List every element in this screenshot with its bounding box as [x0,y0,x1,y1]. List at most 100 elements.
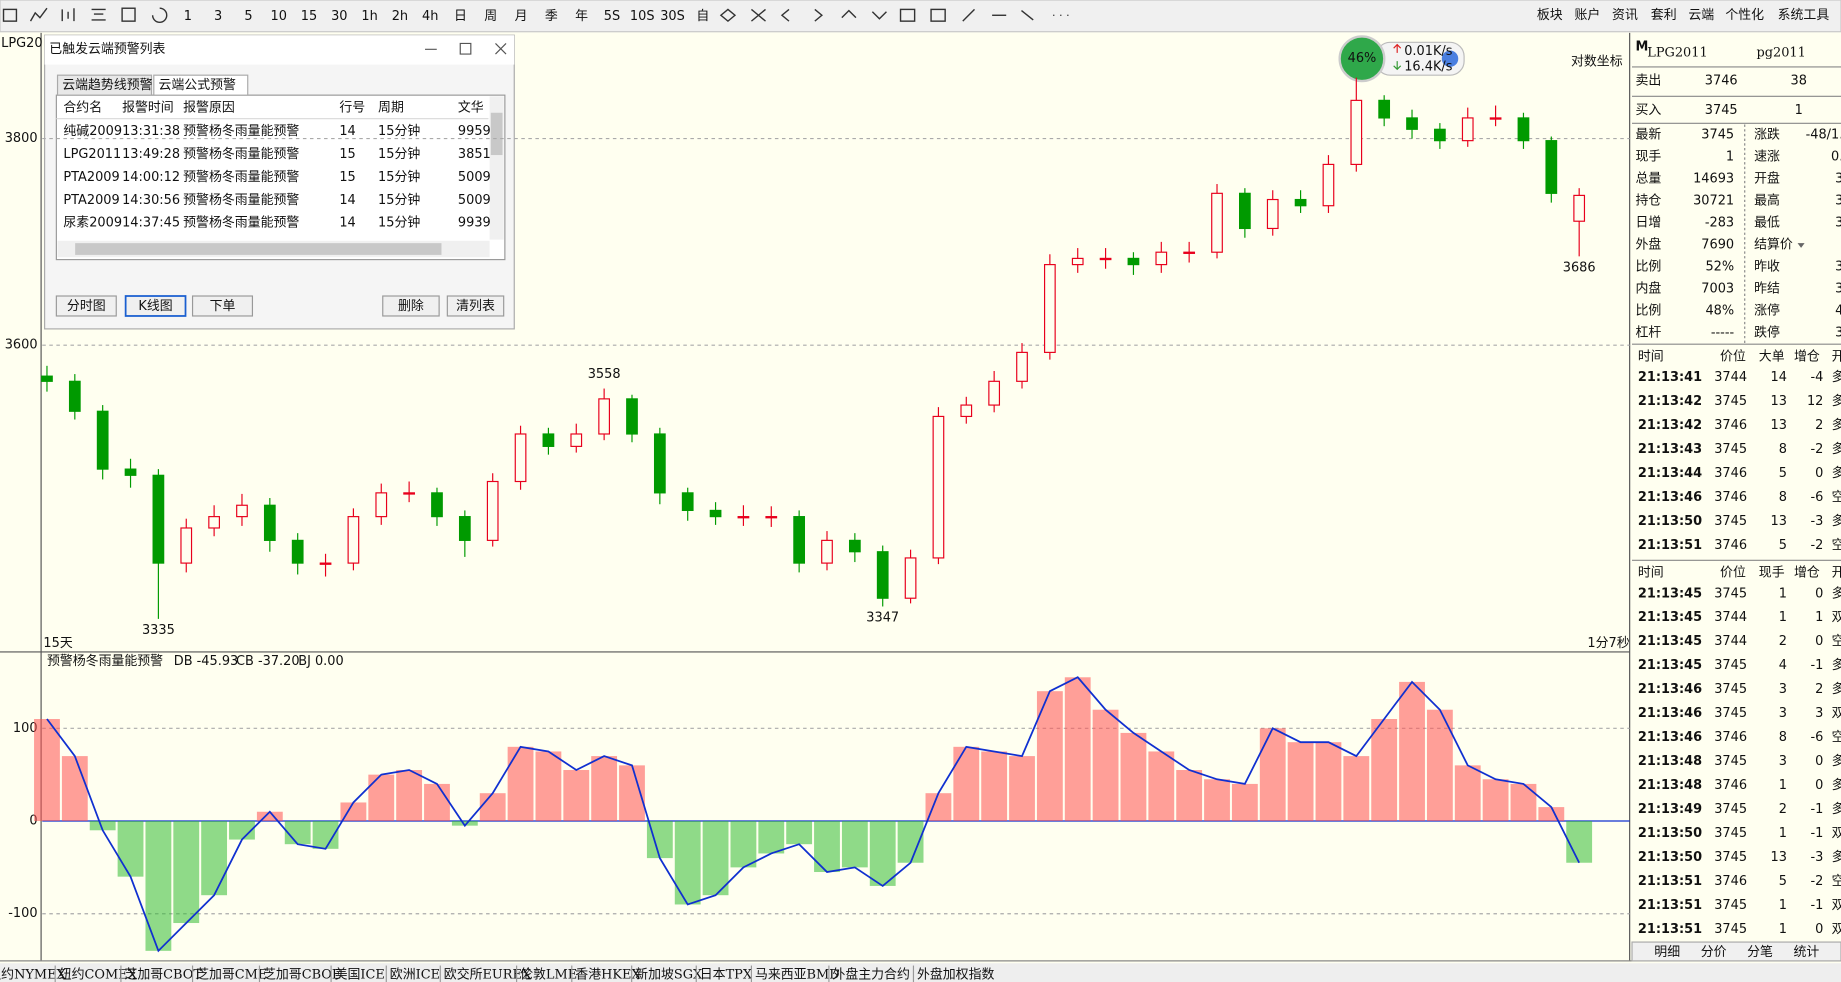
candle-body [403,492,415,495]
quote-label: 昨结 [1754,281,1780,296]
exchange-tab[interactable]: 外盘加权指数 [917,966,995,982]
button[interactable] [124,295,187,317]
period-button[interactable]: 3 [214,9,222,24]
tick-time: 21:13:42 [1638,418,1702,433]
tick-price: 3745 [1714,442,1747,457]
column-header: 开 [1832,566,1841,581]
period-button[interactable]: 周 [484,9,497,24]
exchange-tab[interactable]: 芝加哥CBOE [263,966,341,982]
quote-value: 7003 [1701,281,1734,296]
button[interactable] [382,295,440,317]
period-button[interactable]: 5 [244,9,252,24]
period-button[interactable]: 1 [184,9,192,24]
alert-cell: 尿素2009 [63,216,122,231]
quote-label: 开盘 [1754,171,1780,187]
exchange-tab[interactable]: 纽约NYMEX [0,967,67,982]
menu-item[interactable]: 资讯 [1612,8,1638,23]
tick-time: 21:13:48 [1638,778,1702,793]
period-button[interactable]: 10S [630,9,655,24]
tick-time: 21:13:51 [1638,874,1702,889]
dialog-tab[interactable] [153,74,249,96]
period-button[interactable]: 4h [422,9,438,24]
alert-cell: 15分钟 [378,123,420,139]
window-controls[interactable] [425,42,507,55]
exchange-tab[interactable]: 美国ICE [335,967,385,982]
tick-type: 双 [1832,610,1841,625]
quote-label: 外盘 [1636,236,1662,252]
alert-cell: 14:37:45 [122,216,180,231]
menu-item[interactable]: 云端 [1688,8,1714,23]
period-button[interactable]: 月 [515,9,528,24]
exchange-tab[interactable]: 欧交所EUREX [444,966,532,982]
exchange-tab[interactable]: 香港HKEX [575,967,641,982]
period-button[interactable]: 日 [454,9,467,24]
button-label[interactable]: 分时图 [67,299,106,314]
period-button[interactable]: 2h [392,9,408,24]
candle-body [598,398,611,435]
alert-cell: 15 [339,170,355,185]
button-label[interactable]: K线图 [138,299,172,314]
button[interactable] [55,295,117,317]
exchange-tab[interactable]: 新加坡SGX [635,966,703,982]
candle-body [821,539,833,564]
candle-body [1211,192,1223,253]
panel-tab[interactable]: 统计 [1793,945,1819,960]
candle-body [1461,117,1474,142]
period-button[interactable]: 30 [331,9,347,24]
candle-body [765,516,778,519]
indicator-name[interactable]: 预警杨冬雨量能预警 [47,653,163,669]
tick-oi: -2 [1811,874,1824,889]
scale-mode[interactable]: 对数坐标 [1571,55,1623,70]
exchange-tab[interactable]: 伦敦LME [520,966,577,982]
exchange-tab[interactable]: 马来西亚BMD [755,967,840,982]
tick-oi: 12 [1807,394,1823,409]
dialog-tab[interactable] [56,74,153,96]
tick-time: 21:13:45 [1638,658,1702,673]
period-button[interactable]: 自 [696,9,709,24]
button-label[interactable]: 删除 [398,299,424,314]
panel-tab[interactable]: 明细 [1654,945,1680,960]
period-button[interactable]: 5S [604,9,620,24]
dialog-tab-label[interactable]: 云端趋势线预警 [62,77,152,93]
exchange-tab[interactable]: 外盘主力合约 [832,966,909,982]
histogram-bar [34,719,60,822]
histogram-bar [1287,742,1314,822]
period-button[interactable]: 季 [545,9,558,24]
menu-item[interactable]: 个性化 [1725,8,1764,23]
exchange-tab[interactable]: 纽约COMEX [59,967,138,982]
menu-item[interactable]: 账户 [1574,7,1600,23]
dropdown-arrow[interactable] [1797,243,1805,248]
candle-body [180,527,193,564]
exchange-tab[interactable]: 欧洲ICE [390,967,440,982]
exchange-tab[interactable]: 芝加哥CME [196,966,267,982]
period-button[interactable]: 年 [575,9,588,24]
period-button[interactable]: 30S [660,9,685,24]
panel-tab[interactable]: 分价 [1701,945,1727,960]
tick-type: 多 [1832,466,1841,481]
tick-type: 双 [1832,898,1841,913]
toolbar-icons[interactable] [2,7,1069,23]
tick-time: 21:13:51 [1638,898,1702,913]
period-button[interactable]: 10 [271,9,287,24]
quote-value: 3 [1835,325,1841,340]
candle-body [319,562,332,565]
button-label[interactable]: 下单 [210,299,236,314]
dialog-tab-label[interactable]: 云端公式预警 [159,77,237,93]
button-label[interactable]: 清列表 [456,299,495,314]
tick-oi: 0 [1815,586,1823,601]
tick-price: 3746 [1714,778,1747,793]
exchange-tab[interactable]: 芝加哥CBOT [124,966,202,982]
alert-cell: 预警杨冬雨量能预警 [183,215,299,231]
exchange-tab[interactable]: 日本TPX [700,967,753,982]
tick-type: 双 [1832,706,1841,721]
menu-item[interactable]: 系统工具 [1778,8,1830,23]
period-button[interactable]: 1h [361,9,377,24]
menu-item[interactable]: 板块 [1537,8,1563,23]
histogram-bar [396,770,423,822]
button[interactable] [191,295,254,317]
alert-cell: PTA2009 [63,170,119,185]
period-button[interactable]: 15 [301,9,317,24]
panel-tab[interactable]: 分笔 [1747,944,1773,960]
menu-item[interactable]: 套利 [1651,7,1677,23]
button[interactable] [446,295,505,317]
